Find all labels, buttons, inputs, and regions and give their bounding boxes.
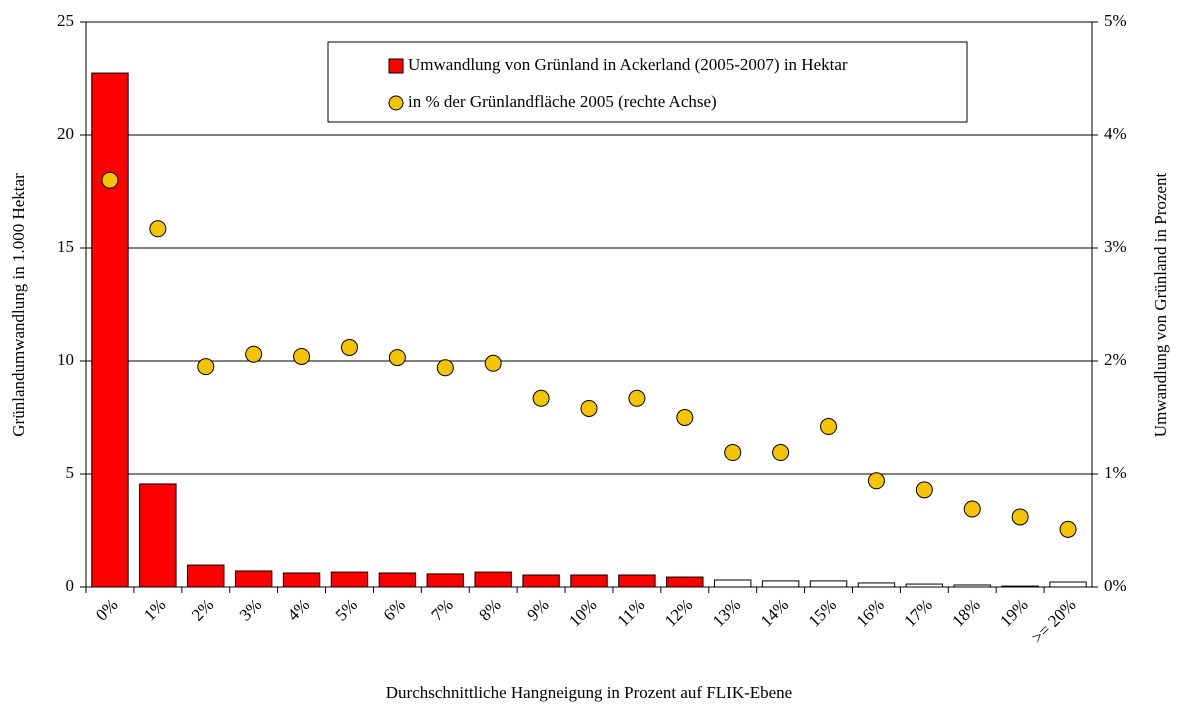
bar — [857, 582, 896, 588]
point — [340, 338, 358, 356]
x-tick-label: 11% — [613, 595, 648, 630]
legend-swatch — [388, 58, 404, 74]
point — [388, 349, 406, 367]
y-tick-label: 20 — [57, 124, 74, 143]
point — [245, 345, 263, 363]
point — [532, 389, 550, 407]
x-tick-label: 18% — [948, 595, 983, 630]
legend-label: Umwandlung von Grünland in Ackerland (20… — [408, 55, 848, 74]
legend-swatch — [388, 95, 404, 111]
bar — [953, 584, 991, 588]
point — [101, 171, 119, 189]
y2-tick-label: 1% — [1104, 463, 1127, 482]
bar — [570, 574, 608, 588]
y-tick-label: 5 — [66, 463, 75, 482]
point — [436, 359, 454, 377]
y-tick-label: 10 — [57, 350, 74, 369]
point — [1059, 520, 1077, 538]
point — [580, 399, 598, 417]
point — [484, 354, 502, 372]
x-tick-label: 13% — [709, 595, 744, 630]
y-tick-label: 0 — [66, 576, 75, 595]
y2-tick-label: 2% — [1104, 350, 1127, 369]
bar — [905, 583, 944, 588]
bar — [91, 72, 129, 588]
bar — [714, 579, 752, 588]
bar — [618, 574, 656, 588]
point — [915, 481, 933, 499]
x-tick-label: 5% — [332, 595, 361, 624]
x-tick-label: 19% — [996, 595, 1031, 630]
point — [867, 472, 885, 490]
legend-box — [327, 41, 968, 123]
y2-tick-label: 4% — [1104, 124, 1127, 143]
bar — [187, 564, 225, 588]
x-tick-label: 8% — [475, 595, 504, 624]
point — [772, 444, 790, 462]
point — [197, 358, 215, 376]
x-tick-label: 9% — [523, 595, 552, 624]
point — [820, 418, 838, 436]
bar — [139, 483, 177, 588]
y2-tick-label: 3% — [1104, 237, 1127, 256]
x-tick-label: 12% — [661, 595, 696, 630]
x-tick-label: 0% — [92, 595, 121, 624]
bar — [522, 574, 560, 588]
bar — [666, 576, 704, 588]
x-tick-label: 7% — [427, 595, 456, 624]
point — [963, 500, 981, 518]
y-tick-label: 25 — [57, 11, 74, 30]
x-tick-label: 17% — [900, 595, 935, 630]
x-tick-label: >= 20% — [1028, 595, 1080, 647]
x-tick-label: 3% — [236, 595, 265, 624]
bar — [330, 571, 369, 588]
y2-axis-title: Umwandlung von Grünland in Prozent — [1151, 173, 1170, 438]
x-tick-label: 14% — [757, 595, 792, 630]
x-tick-label: 10% — [565, 595, 600, 630]
bar — [378, 572, 417, 588]
x-tick-label: 1% — [140, 595, 169, 624]
point — [676, 409, 694, 426]
bar — [1049, 581, 1087, 588]
x-tick-label: 6% — [380, 595, 409, 624]
x-tick-label: 15% — [805, 595, 840, 630]
x-axis-title: Durchschnittliche Hangneigung in Prozent… — [386, 683, 792, 702]
y2-tick-label: 5% — [1104, 11, 1127, 30]
bar — [1001, 585, 1039, 588]
y-tick-label: 15 — [57, 237, 74, 256]
bar — [761, 580, 800, 588]
x-tick-label: 2% — [188, 595, 217, 624]
x-tick-label: 4% — [284, 595, 313, 624]
bar — [282, 572, 321, 588]
bar — [809, 580, 848, 588]
y-axis-title: Grünlandumwandlung in 1.000 Hektar — [9, 173, 28, 437]
point — [628, 389, 646, 407]
legend-label: in % der Grünlandfläche 2005 (rechte Ach… — [408, 92, 717, 111]
bar — [234, 570, 273, 588]
bar — [474, 571, 512, 588]
point — [1011, 508, 1029, 526]
x-tick-label: 16% — [853, 595, 888, 630]
y2-tick-label: 0% — [1104, 576, 1127, 595]
point — [149, 220, 167, 238]
bar — [426, 573, 464, 588]
point — [724, 444, 742, 462]
point — [293, 347, 311, 365]
